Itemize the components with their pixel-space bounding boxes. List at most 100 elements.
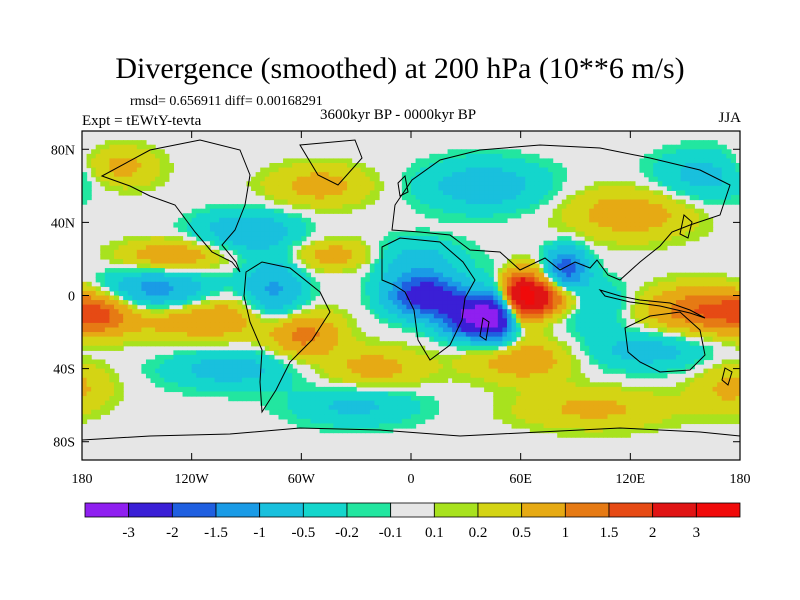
- field-cell: [717, 149, 723, 155]
- field-cell: [520, 359, 526, 365]
- field-cell: [557, 286, 563, 292]
- field-cell: [155, 281, 161, 287]
- field-cell: [726, 286, 732, 292]
- field-cell: [497, 318, 503, 324]
- field-cell: [621, 290, 627, 297]
- field-cell: [648, 281, 654, 287]
- field-cell: [132, 304, 138, 310]
- field-cell: [305, 313, 312, 319]
- field-cell: [644, 185, 650, 191]
- field-cell: [648, 167, 654, 173]
- field-cell: [164, 153, 170, 160]
- field-cell: [191, 313, 197, 319]
- field-cell: [447, 300, 453, 306]
- field-cell: [438, 263, 444, 269]
- field-cell: [305, 222, 312, 228]
- field-cell: [461, 176, 467, 182]
- field-cell: [598, 231, 604, 237]
- field-cell: [502, 217, 508, 223]
- field-cell: [424, 167, 430, 173]
- field-cell: [305, 272, 312, 278]
- field-cell: [438, 341, 444, 347]
- field-cell: [612, 181, 618, 187]
- field-cell: [598, 204, 604, 210]
- field-cell: [447, 208, 453, 214]
- field-cell: [397, 345, 403, 351]
- field-cell: [392, 295, 398, 301]
- field-cell: [337, 176, 344, 182]
- field-cell: [182, 336, 188, 342]
- field-cell: [95, 322, 101, 329]
- field-cell: [86, 354, 92, 361]
- field-cell: [255, 336, 261, 342]
- field-cell: [145, 281, 152, 287]
- field-cell: [177, 272, 184, 278]
- field-cell: [196, 322, 202, 329]
- field-cell: [634, 304, 641, 310]
- field-cell: [685, 359, 691, 365]
- field-cell: [666, 185, 673, 191]
- field-cell: [433, 281, 440, 287]
- field-cell: [703, 162, 709, 169]
- field-cell: [415, 199, 421, 205]
- field-cell: [301, 222, 307, 228]
- field-cell: [237, 318, 243, 324]
- field-cell: [251, 213, 257, 219]
- field-cell: [168, 300, 174, 306]
- field-cell: [333, 258, 339, 265]
- field-cell: [465, 359, 471, 365]
- field-cell: [292, 304, 298, 310]
- field-cell: [452, 309, 458, 315]
- field-cell: [726, 318, 732, 324]
- field-cell: [260, 208, 266, 214]
- field-cell: [657, 149, 663, 155]
- field-cell: [689, 332, 695, 338]
- field-cell: [255, 354, 261, 361]
- field-cell: [470, 350, 476, 356]
- field-cell: [246, 213, 252, 219]
- field-cell: [598, 295, 604, 301]
- field-cell: [200, 295, 206, 301]
- field-cell: [465, 272, 471, 278]
- field-cell: [136, 149, 142, 155]
- field-cell: [525, 199, 531, 205]
- field-cell: [708, 295, 714, 301]
- field-cell: [91, 149, 97, 155]
- field-cell: [461, 249, 467, 255]
- field-cell: [612, 236, 618, 242]
- field-cell: [474, 364, 481, 370]
- field-cell: [717, 144, 723, 150]
- field-cell: [429, 231, 435, 237]
- field-cell: [438, 167, 444, 173]
- field-cell: [86, 345, 92, 351]
- field-cell: [196, 313, 202, 319]
- field-cell: [584, 263, 590, 269]
- field-cell: [397, 272, 403, 278]
- field-cell: [621, 281, 627, 287]
- field-cell: [680, 240, 686, 246]
- field-cell: [676, 322, 682, 329]
- field-cell: [452, 313, 458, 319]
- field-cell: [251, 258, 257, 265]
- field-cell: [452, 172, 458, 178]
- field-cell: [438, 295, 444, 301]
- field-cell: [424, 199, 430, 205]
- field-cell: [634, 240, 641, 246]
- field-cell: [397, 364, 403, 370]
- field-cell: [671, 281, 677, 287]
- field-cell: [612, 304, 618, 310]
- field-cell: [447, 263, 453, 269]
- field-cell: [397, 304, 403, 310]
- field-cell: [420, 350, 426, 356]
- field-cell: [557, 304, 563, 310]
- field-cell: [438, 190, 444, 196]
- field-cell: [269, 258, 275, 265]
- field-cell: [333, 245, 339, 251]
- field-cell: [429, 350, 435, 356]
- field-cell: [703, 322, 709, 329]
- field-cell: [269, 336, 275, 342]
- field-cell: [342, 327, 348, 333]
- field-cell: [598, 272, 604, 278]
- field-cell: [584, 268, 590, 274]
- field-cell: [612, 217, 618, 223]
